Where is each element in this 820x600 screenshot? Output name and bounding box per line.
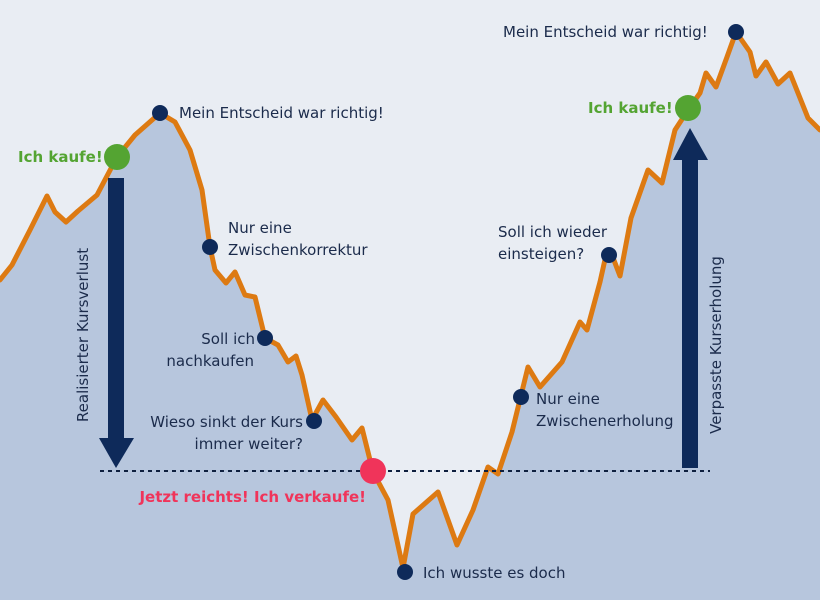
why-sink-marker [306, 413, 322, 429]
sell-label: Jetzt reichts! Ich verkaufe! [138, 488, 366, 506]
price-area [0, 32, 820, 600]
correction-marker [202, 239, 218, 255]
recovery-label-line2: Zwischenerholung [536, 412, 674, 430]
buy-label-right: Ich kaufe! [588, 99, 673, 117]
peak-label-right: Mein Entscheid war richtig! [503, 23, 708, 41]
recovery-label-line1: Nur eine [536, 390, 600, 408]
missed-recovery-label: Verpasste Kurserholung [707, 256, 725, 434]
buy-more-label-line1: Soll ich [201, 330, 255, 348]
buy-label-left: Ich kaufe! [18, 148, 103, 166]
recovery-marker [513, 389, 529, 405]
peak-label-left: Mein Entscheid war richtig! [179, 104, 384, 122]
realized-loss-arrow-head [99, 438, 134, 468]
missed-recovery-arrow-shaft [682, 156, 698, 468]
why-sink-label-line1: Wieso sinkt der Kurs [150, 413, 303, 431]
correction-label-line1: Nur eine [228, 219, 292, 237]
bottom-marker [397, 564, 413, 580]
peak-marker-right [728, 24, 744, 40]
buy-more-marker [257, 330, 273, 346]
reenter-label-line2: einsteigen? [498, 245, 584, 263]
buy-marker-right [675, 95, 701, 121]
realized-loss-label: Realisierter Kursverlust [74, 248, 92, 422]
bottom-label: Ich wusste es doch [423, 564, 566, 582]
buy-more-label-line2: nachkaufen [166, 352, 254, 370]
reenter-label-line1: Soll ich wieder [498, 223, 608, 241]
why-sink-label-line2: immer weiter? [195, 435, 303, 453]
reenter-marker [601, 247, 617, 263]
realized-loss-arrow-shaft [108, 178, 124, 440]
buy-marker-left [104, 144, 130, 170]
peak-marker-left [152, 105, 168, 121]
price-line [0, 29, 820, 571]
correction-label-line2: Zwischenkorrektur [228, 241, 368, 259]
sell-marker [360, 458, 386, 484]
missed-recovery-arrow-head [673, 128, 708, 160]
